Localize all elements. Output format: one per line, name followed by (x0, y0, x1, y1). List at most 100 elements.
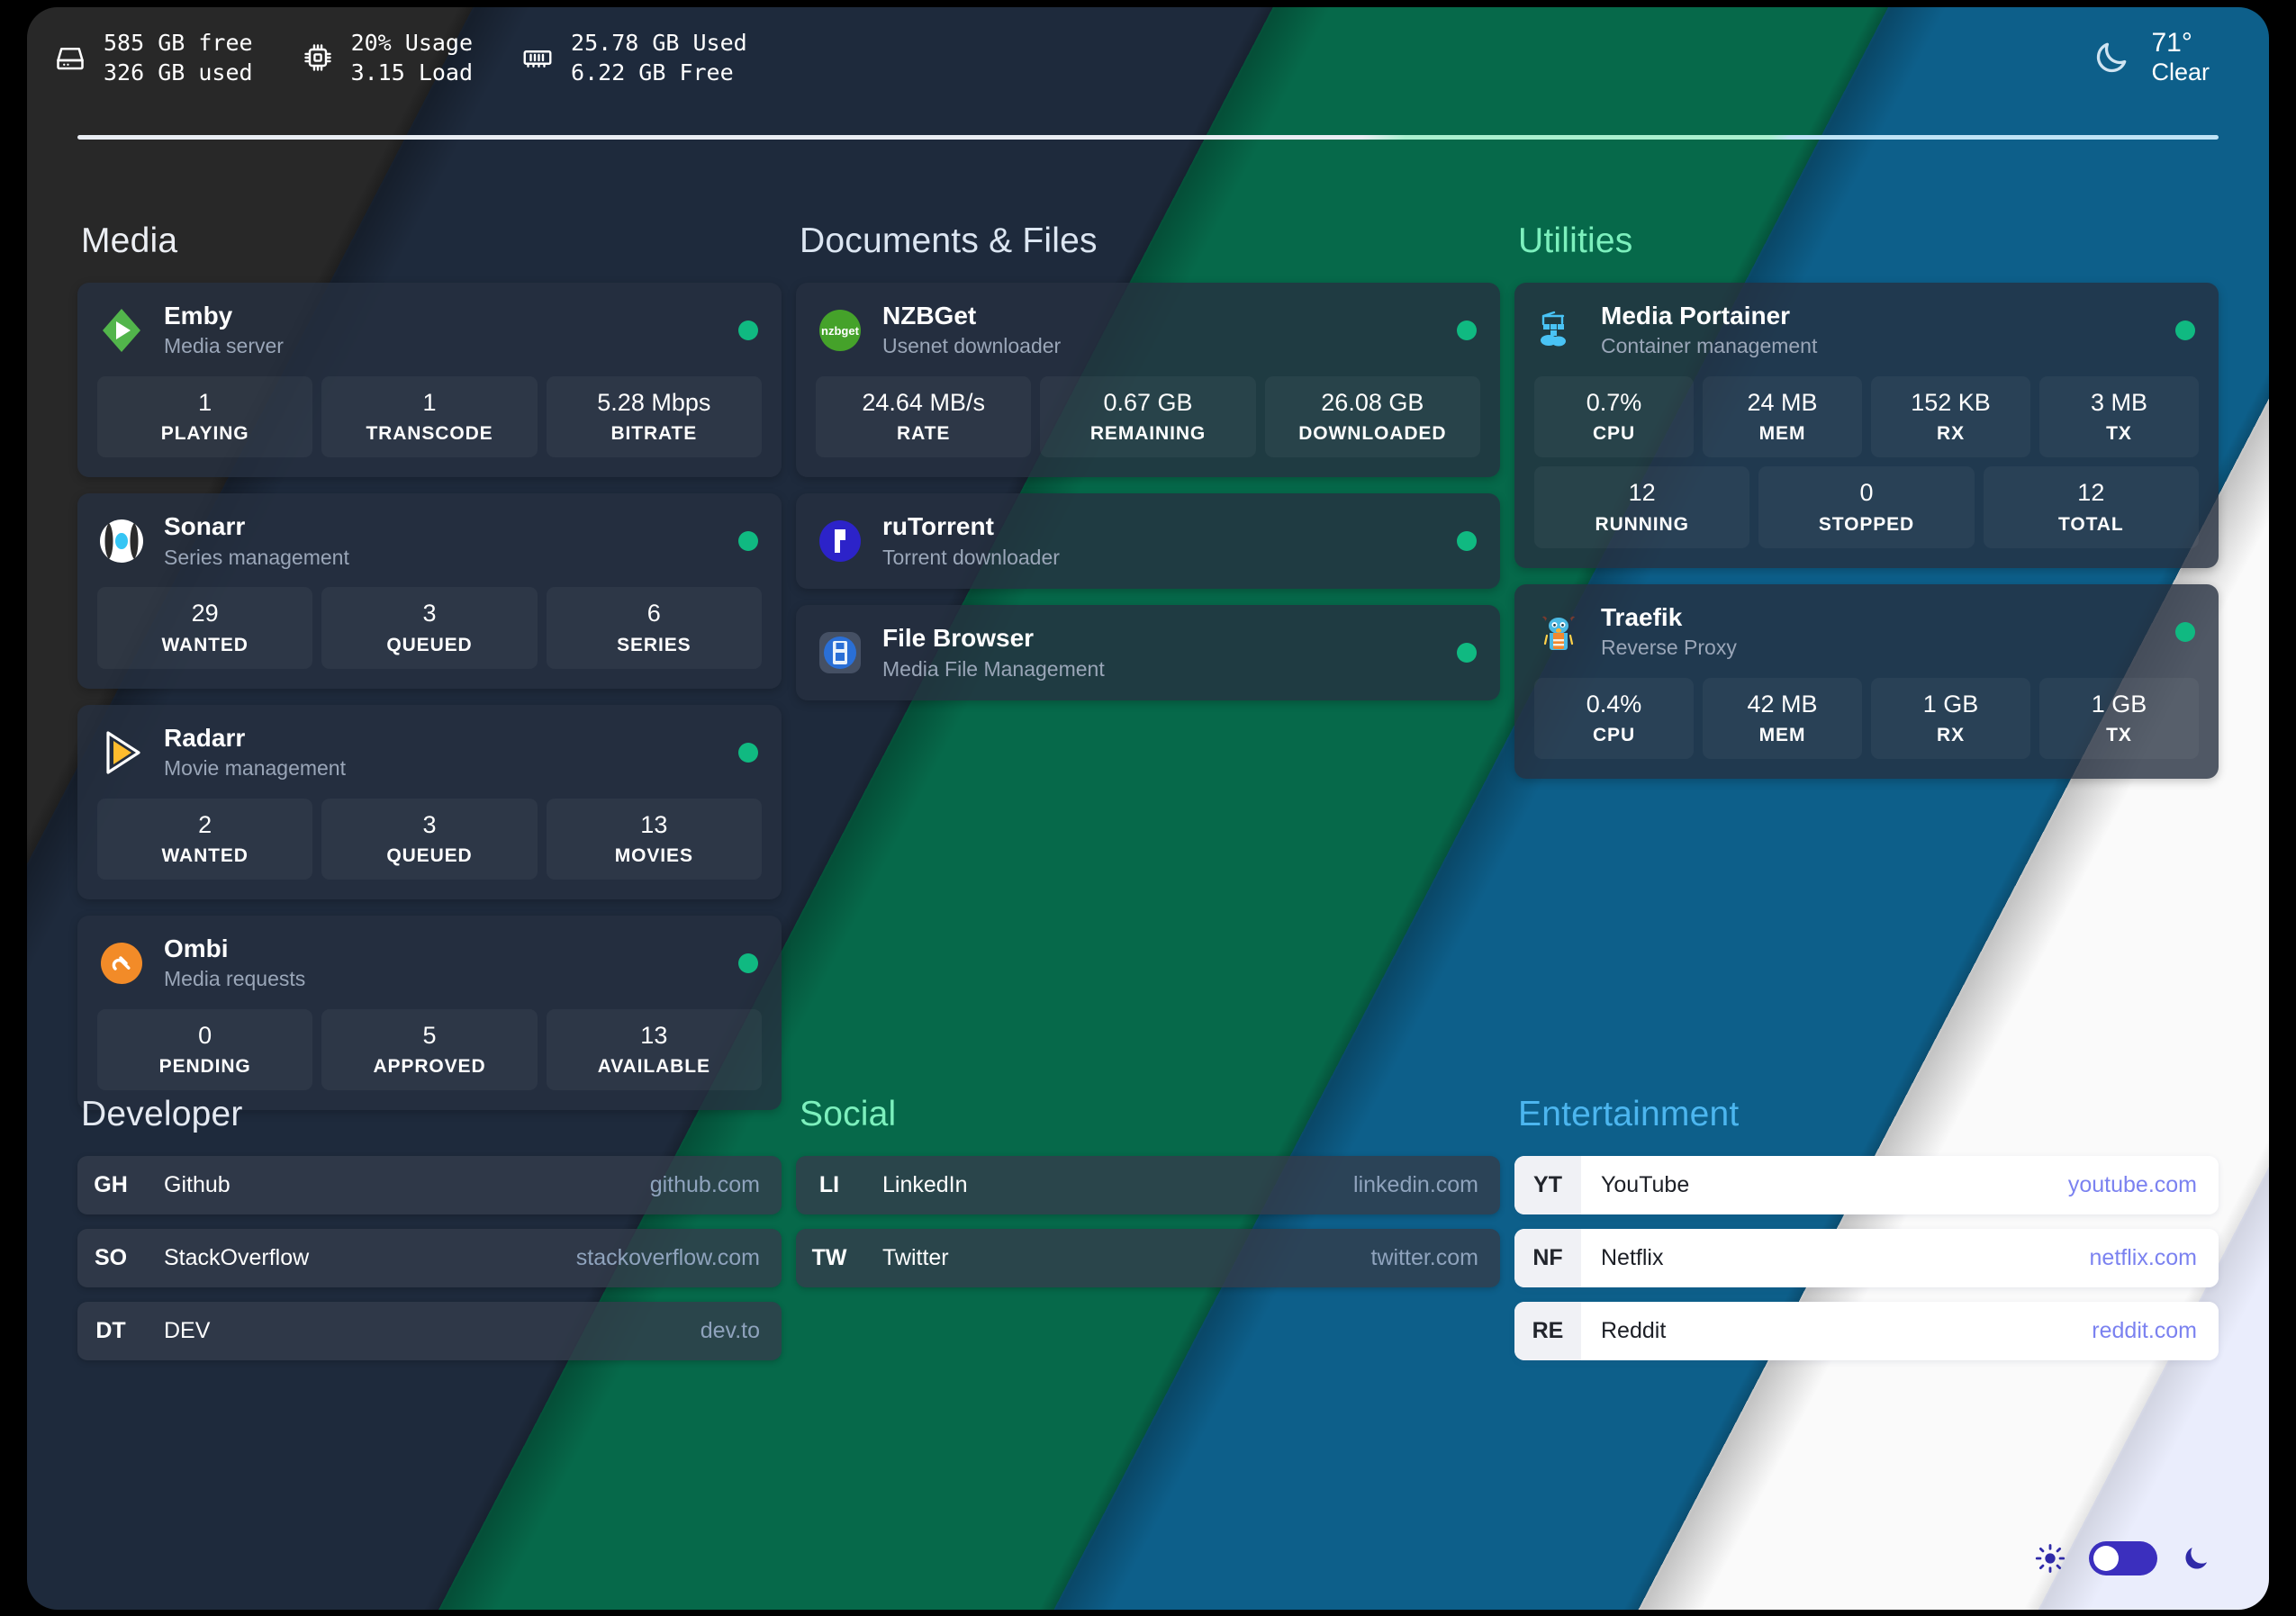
service-name: Media Portainer (1601, 302, 1791, 330)
stat-label: REMAINING (1089, 423, 1207, 445)
section-title-documents: Documents & Files (800, 221, 1098, 260)
status-badge (738, 320, 758, 341)
status-badge (1457, 320, 1477, 341)
stat-tile: 13 MOVIES (546, 798, 762, 880)
theme-switch-knob[interactable] (2093, 1546, 2119, 1571)
service-subtitle: Movie management (164, 755, 346, 780)
bookmark-dev[interactable]: DT DEV dev.to (77, 1302, 782, 1360)
sun-icon[interactable] (2035, 1543, 2065, 1574)
stat-label: WANTED (161, 845, 249, 867)
stat-tile: 3 MB TX (2039, 376, 2199, 458)
stat-value: 0 (198, 1022, 212, 1050)
stat-label: RX (1937, 725, 1965, 746)
status-badge (2175, 621, 2195, 642)
stat-value: 29 (191, 600, 219, 627)
bookmark-url: linkedin.com (1353, 1172, 1478, 1197)
bookmark-stackoverflow[interactable]: SO StackOverflow stackoverflow.com (77, 1229, 782, 1287)
bookmark-reddit[interactable]: RE Reddit reddit.com (1514, 1302, 2219, 1360)
service-card-file-browser[interactable]: File Browser Media File Management (796, 605, 1500, 701)
header-divider (77, 135, 2219, 140)
service-card-ombi[interactable]: Ombi Media requests 0 PENDING 5 APPROVED (77, 916, 782, 1111)
emby-icon (97, 306, 146, 355)
cpu-icon (300, 40, 336, 76)
service-card-radarr[interactable]: Radarr Movie management 2 WANTED 3 QUEUE… (77, 704, 782, 900)
system-stat-memory: 25.78 GB Used 6.22 GB Free (520, 28, 747, 88)
status-badge (738, 953, 758, 974)
stat-label: TX (2106, 725, 2132, 746)
dashboard-header: 585 GB free 326 GB used 20% Usage (27, 7, 2269, 140)
service-subtitle: Reverse Proxy (1601, 635, 1737, 659)
bookmark-name: DEV (164, 1318, 211, 1343)
bookmark-url: netflix.com (2089, 1245, 2197, 1270)
section-title-entertainment: Entertainment (1518, 1095, 1740, 1133)
stat-tile: 24 MB MEM (1703, 376, 1862, 458)
stat-value: 13 (640, 810, 668, 838)
theme-toggle[interactable] (2035, 1541, 2211, 1575)
bookmark-netflix[interactable]: NF Netflix netflix.com (1514, 1229, 2219, 1287)
section-title-social: Social (800, 1095, 897, 1133)
stat-value: 12 (1628, 479, 1656, 507)
sonarr-icon (97, 517, 146, 565)
service-card-rutorrent[interactable]: ruTorrent Torrent downloader (796, 493, 1500, 590)
stat-value: 5.28 Mbps (597, 389, 711, 417)
stat-label: MEM (1758, 423, 1806, 445)
stat-value: 3 (422, 810, 437, 838)
section-documents-files: Documents & Files nzbget NZBGet Usenet d… (796, 221, 1500, 1126)
bookmark-abbr: DT (77, 1302, 144, 1360)
service-subtitle: Usenet downloader (882, 334, 1062, 358)
bookmark-github[interactable]: GH Github github.com (77, 1156, 782, 1214)
dashboard-page: 585 GB free 326 GB used 20% Usage (27, 7, 2269, 1610)
weather-condition: Clear (2151, 58, 2210, 86)
status-badge (1457, 531, 1477, 552)
stat-label: AVAILABLE (597, 1056, 710, 1078)
bookmark-name: StackOverflow (164, 1245, 310, 1270)
stat-tile: 0 PENDING (97, 1009, 313, 1091)
service-card-nzbget[interactable]: nzbget NZBGet Usenet downloader 24.64 MB… (796, 283, 1500, 478)
traefik-icon (1534, 608, 1583, 656)
bookmark-linkedin[interactable]: LI LinkedIn linkedin.com (796, 1156, 1500, 1214)
bookmark-name: YouTube (1601, 1172, 1690, 1197)
stat-value: 42 MB (1747, 690, 1818, 718)
stat-label: CPU (1592, 423, 1636, 445)
radarr-icon (97, 728, 146, 777)
stat-tile: 1 PLAYING (97, 376, 313, 458)
stat-label: CPU (1592, 725, 1636, 746)
service-card-sonarr[interactable]: Sonarr Series management 29 WANTED 3 QUE… (77, 493, 782, 689)
bookmark-abbr: LI (796, 1156, 863, 1214)
service-name: Radarr (164, 723, 246, 752)
storage-free-text: 585 GB free (104, 29, 253, 56)
stat-tile: 5 APPROVED (321, 1009, 538, 1091)
stat-label: TX (2106, 423, 2132, 445)
bookmark-name: Github (164, 1172, 231, 1197)
stat-label: QUEUED (386, 845, 473, 867)
nzbget-icon: nzbget (816, 306, 864, 355)
section-utilities: Utilities (1514, 221, 2219, 1126)
service-name: Ombi (164, 934, 229, 963)
stat-tile: 0.4% CPU (1534, 677, 1694, 760)
bookmark-url: twitter.com (1370, 1245, 1478, 1270)
service-subtitle: Media File Management (882, 656, 1105, 681)
service-card-traefik[interactable]: Traefik Reverse Proxy 0.4% CPU 42 MB MEM (1514, 583, 2219, 780)
bookmark-abbr: GH (77, 1156, 144, 1214)
stat-value: 3 MB (2090, 389, 2148, 417)
bookmark-url: youtube.com (2067, 1172, 2197, 1197)
theme-switch[interactable] (2089, 1541, 2157, 1575)
stat-value: 2 (198, 810, 212, 838)
service-card-media-portainer[interactable]: Media Portainer Container management 0.7… (1514, 283, 2219, 568)
bookmark-url: stackoverflow.com (575, 1245, 760, 1270)
bookmark-name: LinkedIn (882, 1172, 968, 1197)
bookmark-twitter[interactable]: TW Twitter twitter.com (796, 1229, 1500, 1287)
bookmark-name: Twitter (882, 1245, 949, 1270)
status-badge (1457, 643, 1477, 664)
rutorrent-icon (816, 517, 864, 565)
stat-value: 1 GB (2091, 690, 2147, 718)
stat-label: DOWNLOADED (1298, 423, 1447, 445)
stat-value: 0 (1859, 479, 1874, 507)
moon-icon[interactable] (2181, 1543, 2211, 1574)
service-card-emby[interactable]: Emby Media server 1 PLAYING 1 TRANSCODE (77, 283, 782, 478)
stat-value: 1 (422, 389, 437, 417)
stat-tile: 3 QUEUED (321, 587, 538, 669)
bookmark-youtube[interactable]: YT YouTube youtube.com (1514, 1156, 2219, 1214)
bookmark-name: Reddit (1601, 1318, 1667, 1343)
stat-value: 12 (2077, 479, 2105, 507)
